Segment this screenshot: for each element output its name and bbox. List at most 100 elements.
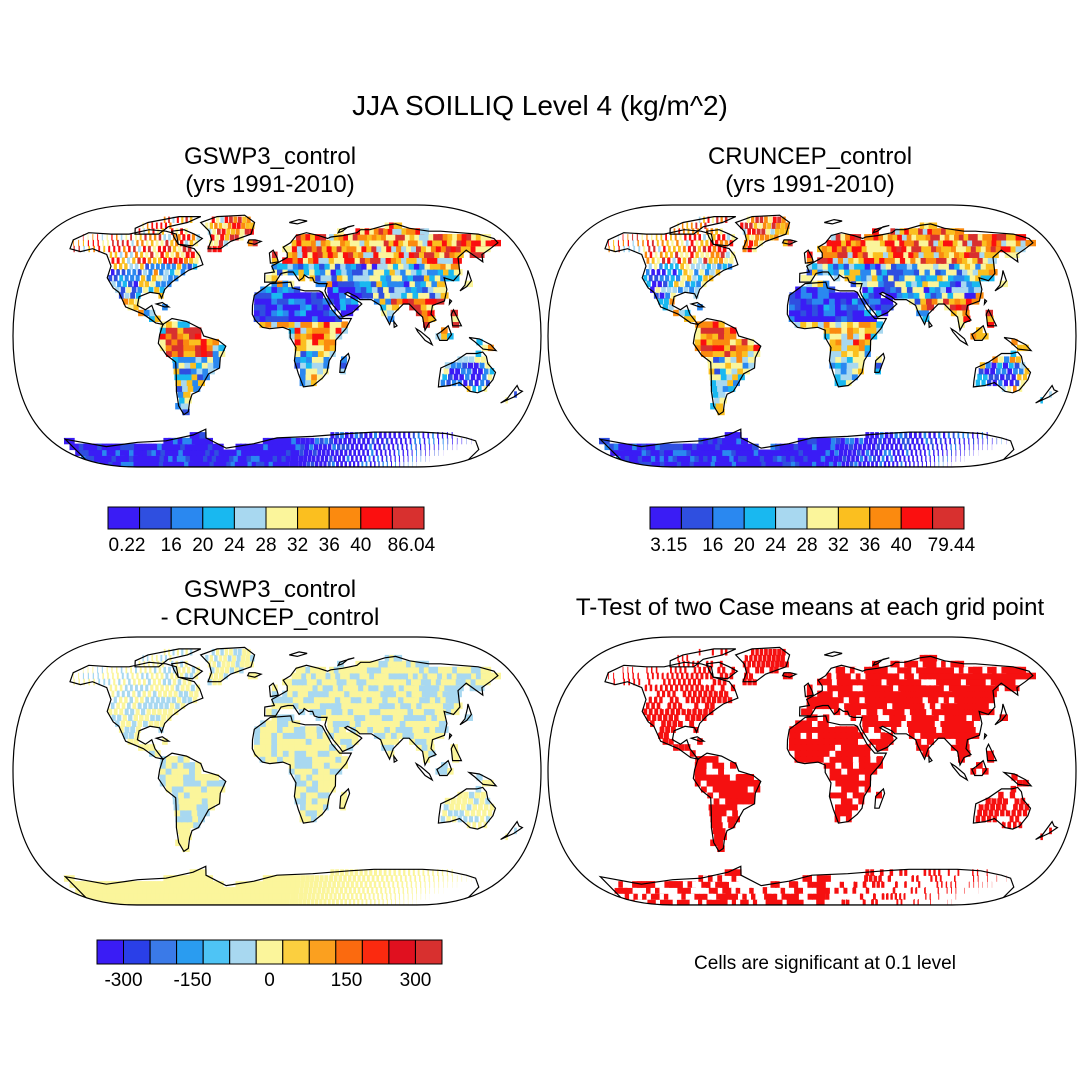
- grid-cell: [975, 379, 981, 387]
- grid-cell: [336, 708, 344, 716]
- grid-cell: [432, 672, 442, 680]
- grid-cell: [920, 298, 928, 305]
- grid-cell: [842, 251, 849, 258]
- grid-cell: [844, 881, 849, 888]
- grid-cell: [765, 899, 772, 905]
- grid-cell: [316, 893, 320, 900]
- grid-cell: [917, 461, 919, 467]
- grid-cell: [365, 714, 373, 721]
- grid-cell: [368, 893, 371, 900]
- grid-cell: [337, 714, 345, 721]
- grid-cell: [707, 455, 716, 462]
- grid-cell: [250, 654, 255, 662]
- grid-cell: [433, 443, 435, 451]
- grid-cell: [185, 803, 193, 811]
- grid-cell: [146, 239, 149, 247]
- grid-cell: [853, 779, 860, 787]
- grid-cell: [277, 292, 284, 299]
- grid-cell: [474, 791, 481, 799]
- grid-cell: [254, 887, 261, 894]
- grid-cell: [419, 696, 428, 704]
- grid-cell: [277, 881, 283, 888]
- grid-cell: [942, 455, 944, 462]
- grid-cell: [899, 239, 907, 247]
- grid-cell: [468, 797, 473, 805]
- grid-cell: [812, 304, 819, 311]
- grid-cell: [184, 797, 192, 805]
- grid-cell: [310, 292, 318, 299]
- grid-cell: [976, 869, 979, 876]
- grid-cell: [786, 899, 793, 905]
- grid-cell: [806, 304, 813, 311]
- grid-cell: [294, 449, 300, 456]
- grid-cell: [859, 263, 867, 270]
- grid-cell: [260, 292, 267, 299]
- grid-cell: [918, 286, 926, 293]
- grid-cell: [317, 791, 324, 799]
- grid-cell: [661, 239, 664, 247]
- grid-cell: [925, 875, 928, 882]
- grid-cell: [427, 286, 436, 293]
- grid-cell: [656, 257, 660, 264]
- grid-cell: [398, 696, 407, 704]
- grid-cell: [357, 666, 365, 674]
- grid-cell: [242, 455, 249, 462]
- grid-cell: [164, 887, 174, 894]
- grid-cell: [322, 732, 330, 739]
- grid-cell: [706, 333, 713, 340]
- grid-cell: [832, 251, 839, 258]
- grid-cell: [330, 672, 338, 680]
- grid-cell: [385, 257, 394, 264]
- grid-cell: [175, 269, 180, 276]
- grid-cell: [891, 245, 899, 253]
- coastline-madagascar: [874, 352, 886, 373]
- grid-cell: [124, 696, 128, 704]
- grid-cell: [751, 893, 758, 900]
- grid-cell: [298, 269, 305, 276]
- grid-cell: [958, 437, 961, 445]
- coastline-newguinea: [466, 771, 498, 787]
- grid-cell: [152, 245, 156, 253]
- grid-cell: [268, 899, 274, 905]
- grid-cell: [821, 449, 826, 456]
- grid-cell: [416, 245, 425, 253]
- grid-cell: [731, 461, 740, 467]
- grid-cell: [909, 461, 911, 467]
- grid-cell: [374, 869, 377, 876]
- grid-cell: [878, 280, 886, 288]
- grid-cell: [416, 887, 417, 894]
- grid-cell: [985, 309, 993, 317]
- grid-cell: [145, 696, 149, 704]
- grid-cell: [196, 666, 200, 674]
- grid-cell: [311, 245, 319, 253]
- grid-cell: [706, 779, 714, 787]
- grid-cell: [323, 338, 331, 346]
- grid-cell: [850, 274, 857, 282]
- grid-cell: [212, 660, 216, 668]
- grid-cell: [841, 779, 848, 787]
- grid-cell: [318, 881, 323, 888]
- grid-cell: [209, 239, 214, 247]
- grid-cell: [361, 726, 369, 733]
- grid-cell: [390, 666, 399, 674]
- grid-cell: [827, 263, 834, 270]
- grid-cell: [408, 672, 417, 680]
- grid-cell: [874, 292, 881, 299]
- grid-cell: [346, 893, 350, 900]
- grid-cell: [470, 373, 476, 381]
- grid-cell: [159, 893, 168, 900]
- grid-cell: [189, 333, 196, 340]
- grid-cell: [392, 263, 401, 270]
- grid-cell: [381, 893, 384, 900]
- grid-cell: [976, 239, 987, 247]
- grid-cell: [433, 875, 435, 882]
- grid-cell: [271, 714, 278, 721]
- grid-cell: [858, 881, 862, 888]
- grid-cell: [701, 785, 708, 793]
- grid-cell: [391, 461, 392, 467]
- grid-cell: [1018, 803, 1024, 811]
- grid-cell: [920, 274, 929, 282]
- grid-cell: [767, 887, 774, 894]
- grid-cell: [118, 245, 121, 253]
- grid-cell: [935, 234, 944, 241]
